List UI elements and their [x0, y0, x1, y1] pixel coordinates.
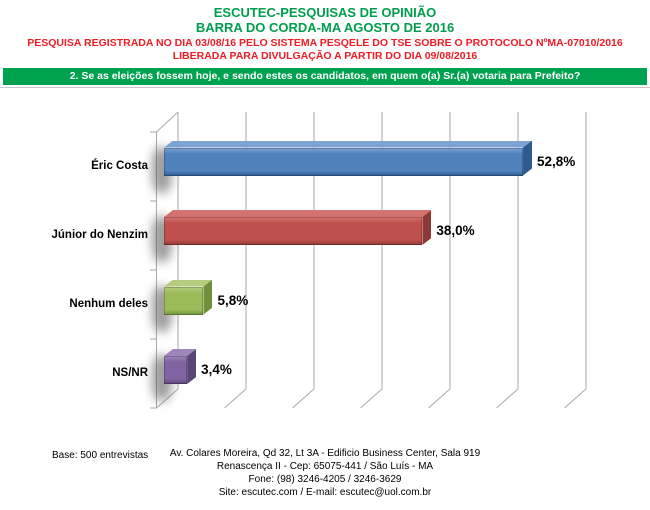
bar-purple: 3,4% [152, 349, 232, 401]
bar-green: 5,8% [152, 279, 248, 332]
bar-side-face [187, 349, 197, 384]
bar-value-label: 5,8% [217, 292, 249, 308]
contact-address-line2: Renascença II - Cep: 65075-441 / São Luí… [216, 461, 434, 472]
bar-top-face [164, 280, 212, 287]
contact-site-email: Site: escutec.com / E-mail: escutec@uol.… [218, 487, 432, 498]
bar-front-face [164, 356, 188, 384]
contact-phone: Fone: (98) 3246-4205 / 3246-3629 [248, 474, 402, 485]
report-title-line2: BARRA DO CORDA-MA AGOSTO DE 2016 [195, 20, 455, 35]
category-label-nenhum-deles: Nenhum deles [69, 298, 148, 310]
bar-front-face [164, 286, 204, 315]
bar-front-face [164, 217, 423, 245]
contact-info: Av. Colares Moreira, Qd 32, Lt 3A - Edif… [2, 447, 648, 499]
bar-top-face [164, 349, 196, 356]
bar-top-face [164, 141, 532, 148]
report-title-line1: ESCUTEC-PESQUISAS DE OPINIÃO [213, 5, 437, 20]
bar-side-face [523, 140, 533, 176]
category-label-ns-nr: NS/NR [112, 367, 148, 379]
bar-side-face [203, 279, 213, 315]
bar-front-face [164, 147, 524, 176]
contact-address-line1: Av. Colares Moreira, Qd 32, Lt 3A - Edif… [169, 448, 481, 459]
registration-line1: PESQUISA REGISTRADA NO DIA 03/08/16 PELO… [27, 37, 623, 49]
sample-base: Base: 500 entrevistas [52, 450, 149, 461]
bar-value-label: 38,0% [436, 223, 475, 238]
question-banner: 2. Se as eleições fossem hoje, e sendo e… [3, 68, 647, 85]
registration-line2: LIBERADA PARA DIVULGAÇÃO A PARTIR DO DIA… [172, 50, 478, 62]
bar-blue: 52,8% [152, 140, 575, 193]
bar-red: 38,0% [152, 210, 475, 262]
bar-side-face [422, 210, 432, 245]
report-title: ESCUTEC-PESQUISAS DE OPINIÃO BARRA DO CO… [0, 5, 650, 35]
category-label-eric-costa: Éric Costa [91, 160, 148, 172]
bar-value-label: 52,8% [537, 153, 576, 169]
divider-line [0, 87, 650, 88]
registration-notice: PESQUISA REGISTRADA NO DIA 03/08/16 PELO… [0, 37, 650, 63]
bar-value-label: 3,4% [201, 362, 232, 377]
plot-area: 52,8% 38,0% 5,8% 3,4% [152, 112, 586, 401]
category-label-junior-do-nenzim: Júnior do Nenzim [51, 229, 148, 241]
chart-frame [150, 111, 587, 409]
chart-area: Éric Costa Júnior do Nenzim Nenhum deles… [0, 88, 650, 428]
bar-top-face [164, 210, 431, 217]
